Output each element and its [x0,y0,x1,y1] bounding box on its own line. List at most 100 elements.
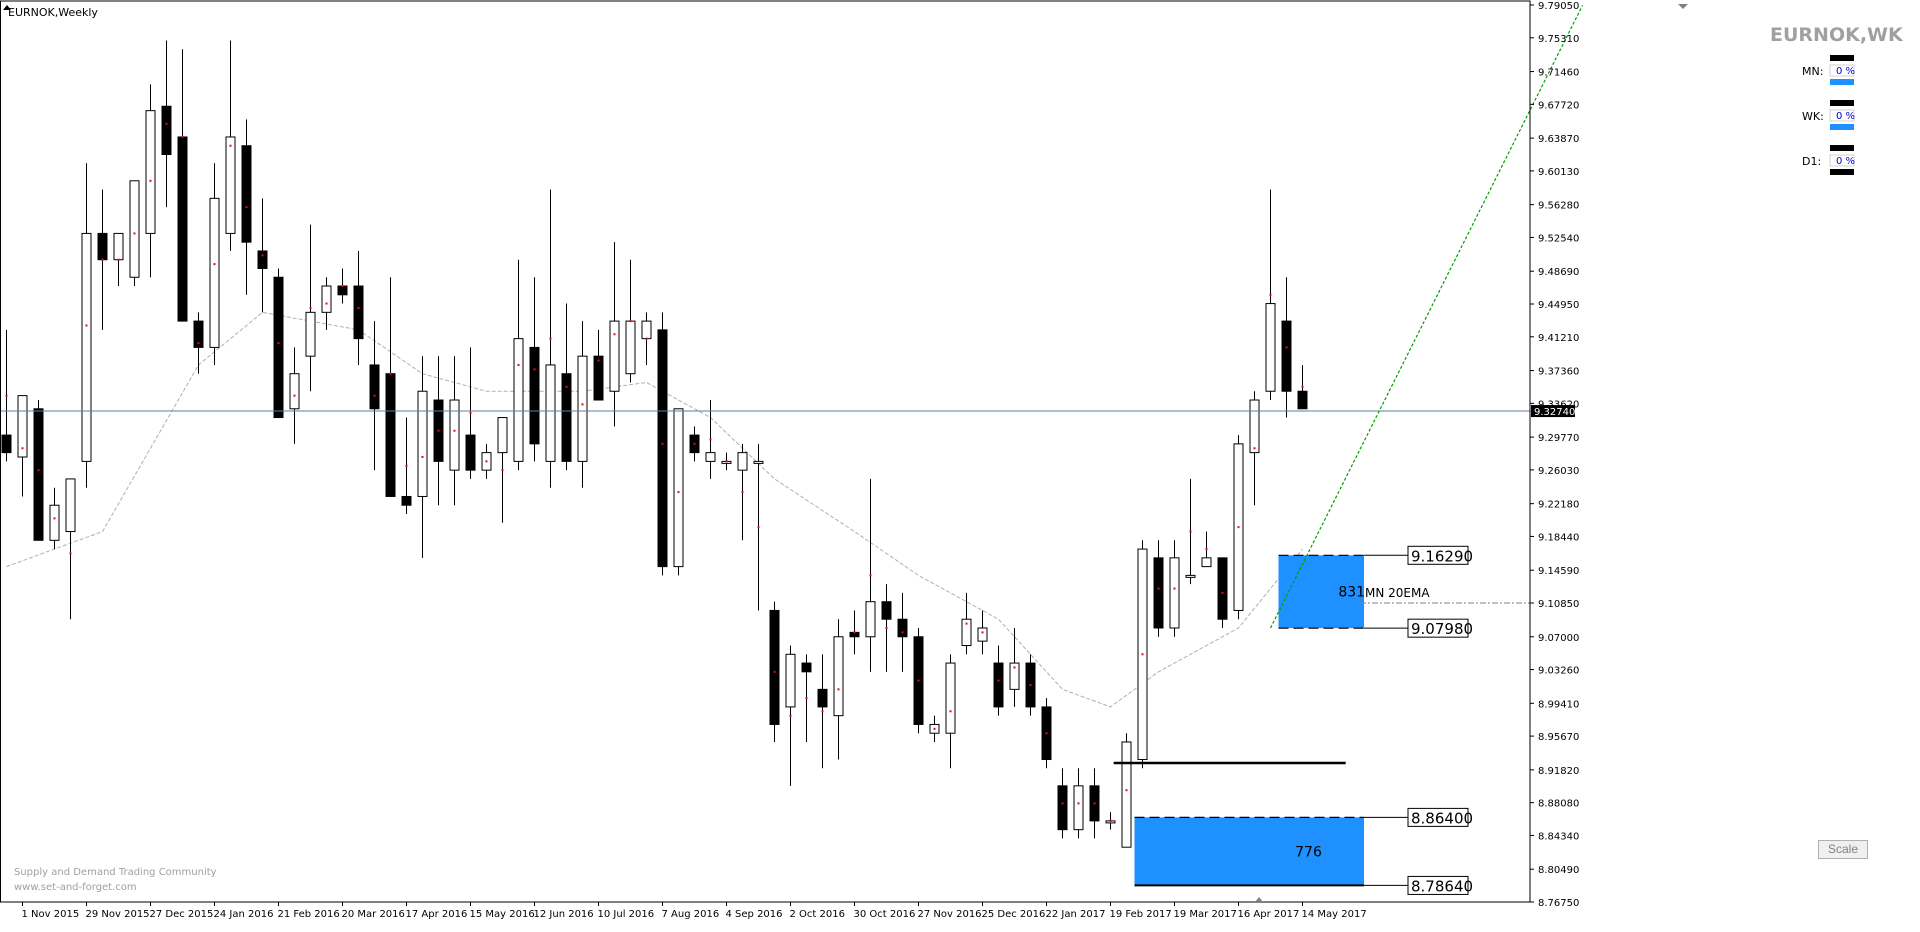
price-tag-box [1407,807,1469,827]
candle-bull[interactable] [705,452,716,462]
candle-bull[interactable] [609,320,620,392]
watermark-line1: Supply and Demand Trading Community [14,867,217,878]
candle-bull[interactable] [625,320,636,375]
candle-bull[interactable] [1073,785,1084,831]
candle-bull[interactable] [129,180,140,278]
candle-bear[interactable] [273,276,284,419]
candle-bull[interactable] [977,627,988,642]
candle-bull[interactable] [945,662,956,734]
candle-bull[interactable] [497,417,508,454]
candle-bear[interactable] [97,232,108,261]
candle-bull[interactable] [1009,662,1020,690]
candle-bull[interactable] [865,601,876,638]
candle-bull[interactable] [1169,557,1180,629]
x-tick-label: 27 Dec 2015 [150,909,214,920]
candle-bull[interactable] [1249,399,1260,454]
candle-bull[interactable] [1121,741,1132,848]
candle-bull[interactable] [225,136,236,234]
candle-bull[interactable] [1201,557,1212,568]
scale-button[interactable]: Scale [1818,840,1868,859]
panel-row-label: MN: [1802,65,1823,78]
candle-bull[interactable] [737,452,748,471]
candle-bear[interactable] [993,662,1004,708]
panel-row-label: WK: [1802,110,1824,123]
candle-bear[interactable] [1297,390,1308,410]
candle-midpoint-dot [21,447,24,450]
candle-bull[interactable] [65,478,76,533]
y-tick-label: 8.80490 [1538,865,1579,876]
candle-bear[interactable] [385,373,396,497]
candle-bear[interactable] [897,618,908,638]
current-price-tag [1531,405,1575,418]
candle-bull[interactable] [113,232,124,261]
candle-midpoint-dot [773,670,776,673]
title-dropdown-icon[interactable] [3,5,11,10]
panel-row-value: 0 % [1836,156,1855,167]
candle-bear[interactable] [561,373,572,462]
y-tick-label: 9.41210 [1538,333,1579,344]
candle-bull[interactable] [145,110,156,234]
candle-bull[interactable] [209,197,220,348]
candle-bear[interactable] [593,355,604,401]
y-tick-label: 8.91820 [1538,766,1579,777]
candle-bull[interactable] [577,355,588,462]
candle-bull[interactable] [673,408,684,568]
candle-bear[interactable] [337,285,348,296]
y-tick-label: 9.44950 [1538,300,1579,311]
candle-bear[interactable] [369,364,380,410]
candle-bear[interactable] [657,329,668,568]
candle-bear[interactable] [1057,785,1068,831]
candle-midpoint-dot [1093,802,1096,805]
candle-bull[interactable] [1185,574,1196,578]
candle-bear[interactable] [1,434,12,454]
candle-midpoint-dot [885,626,888,629]
candle-bear[interactable] [465,434,476,471]
candle-bull[interactable] [513,338,524,462]
panel-value-box [1829,64,1855,77]
candle-bull[interactable] [545,364,556,462]
candle-bear[interactable] [401,495,412,506]
candle-bull[interactable] [1265,303,1276,392]
candle-midpoint-dot [1173,587,1176,590]
candle-bull[interactable] [961,618,972,647]
y-tick-label: 9.26030 [1538,466,1579,477]
candle-bear[interactable] [529,346,540,445]
candle-bull[interactable] [49,504,60,541]
candle-bear[interactable] [817,688,828,708]
candle-bull[interactable] [81,232,92,462]
candle-midpoint-dot [853,631,856,634]
candle-bear[interactable] [177,136,188,322]
candle-bear[interactable] [193,320,204,348]
candle-bear[interactable] [1153,557,1164,629]
y-tick-label: 8.88080 [1538,799,1579,810]
candle-bear[interactable] [353,285,364,340]
x-tick-label: 19 Mar 2017 [1174,909,1237,920]
price-tag-label: 8.78640 [1411,877,1473,895]
candle-bull[interactable] [449,399,460,471]
candle-bear[interactable] [801,662,812,673]
price-tag-box [1407,545,1469,565]
candle-bull[interactable] [753,460,764,464]
candle-bear[interactable] [1281,320,1292,392]
candle-bear[interactable] [33,408,44,541]
candle-bull[interactable] [305,311,316,357]
candle-midpoint-dot [389,372,392,375]
candle-bear[interactable] [881,601,892,620]
y-tick-label: 9.29770 [1538,433,1579,444]
candle-bull[interactable] [289,373,300,410]
candle-bull[interactable] [641,320,652,340]
candle-bull[interactable] [785,653,796,708]
candle-bull[interactable] [17,395,28,458]
candle-bear[interactable] [257,250,268,269]
candle-bear[interactable] [769,609,780,725]
chart-shift-icon[interactable] [1678,4,1688,9]
candle-bull[interactable] [321,285,332,313]
x-tick-label: 16 Apr 2017 [1238,909,1300,920]
candle-bear[interactable] [1217,557,1228,620]
candle-bear[interactable] [161,105,172,155]
candle-bull[interactable] [417,390,428,497]
candle-bull[interactable] [833,636,844,717]
candle-bear[interactable] [241,145,252,243]
price-tag-box [1407,875,1469,895]
